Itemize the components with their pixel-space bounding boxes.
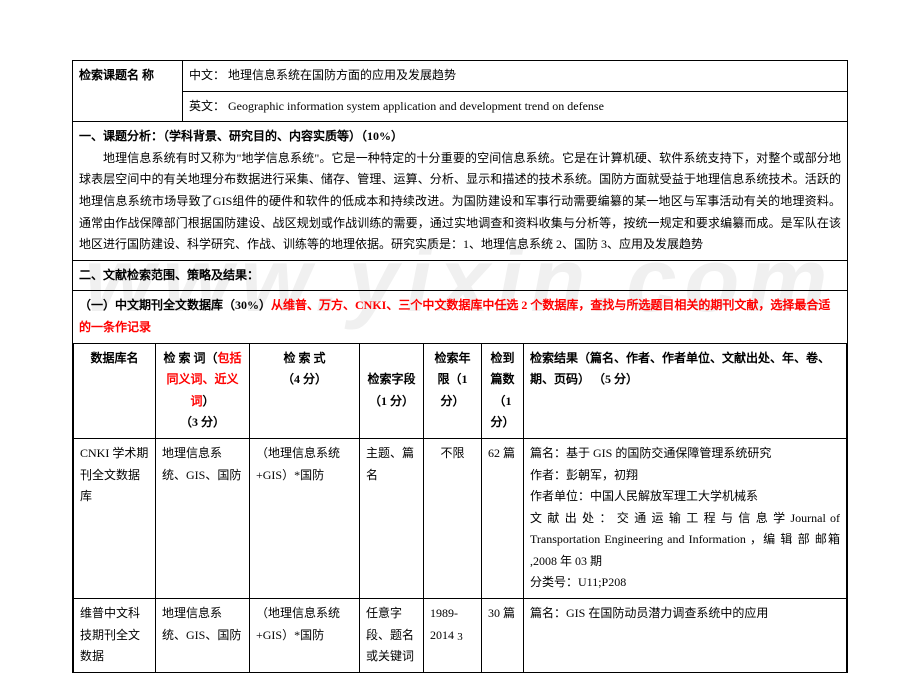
en-label: 英文：: [189, 99, 225, 113]
results-table: 数据库名 检 索 词（包括同义词、近义词） （3 分） 检 索 式 （4 分） …: [73, 343, 847, 672]
th-expr-a: 检 索 式: [283, 351, 325, 365]
th-terms: 检 索 词（包括同义词、近义词） （3 分）: [156, 343, 250, 438]
cell-expr: （地理信息系统+GIS）*国防: [250, 438, 360, 598]
section2-body: （一）中文期刊全文数据库（30%）从维普、万方、CNKI、三个中文数据库中任选 …: [73, 291, 848, 673]
cell-terms: 地理信息系统、GIS、国防: [156, 438, 250, 598]
cell-count: 62 篇: [482, 438, 524, 598]
th-terms-d: （3 分）: [180, 415, 225, 429]
th-result-b: （5 分）: [593, 372, 638, 386]
th-expr: 检 索 式 （4 分）: [250, 343, 360, 438]
cell-years: 不限: [424, 438, 482, 598]
topic-label: 检索课题名 称: [73, 61, 183, 122]
cell-fields: 主题、篇名: [360, 438, 424, 598]
en-title-cell: 英文： Geographic information system applic…: [183, 91, 848, 122]
section2-1-label-a: （一）中文期刊全文数据库（30%）: [79, 298, 271, 312]
table-row: CNKI 学术期刊全文数据库 地理信息系统、GIS、国防 （地理信息系统+GIS…: [74, 438, 847, 598]
cn-title-cell: 中文： 地理信息系统在国防方面的应用及发展趋势: [183, 61, 848, 92]
cn-label: 中文：: [189, 68, 225, 82]
section1-title: 一、课题分析：（学科背景、研究目的、内容实质等）（10%）: [79, 126, 841, 148]
page-number: 3: [0, 631, 920, 643]
th-db: 数据库名: [74, 343, 156, 438]
th-expr-b: （4 分）: [282, 372, 327, 386]
section1-para: 地理信息系统有时又称为"地学信息系统"。它是一种特定的十分重要的空间信息系统。它…: [79, 148, 841, 256]
th-fields: 检索字段 （1 分）: [360, 343, 424, 438]
cell-db: CNKI 学术期刊全文数据库: [74, 438, 156, 598]
cn-value: 地理信息系统在国防方面的应用及发展趋势: [228, 68, 456, 82]
th-result-a: 检索结果（篇名、作者、作者单位、文献出处、年、卷、期、页码）: [530, 351, 830, 387]
th-terms-a: 检 索 词（: [163, 351, 217, 365]
th-result: 检索结果（篇名、作者、作者单位、文献出处、年、卷、期、页码） （5 分）: [524, 343, 847, 438]
section2-title: 二、文献检索范围、策略及结果：: [73, 260, 848, 291]
th-count: 检到篇数 （1 分）: [482, 343, 524, 438]
th-terms-c: ）: [203, 394, 215, 408]
en-value: Geographic information system applicatio…: [228, 99, 604, 113]
section1-cell: 一、课题分析：（学科背景、研究目的、内容实质等）（10%） 地理信息系统有时又称…: [73, 122, 848, 261]
th-fields-b: （1 分）: [369, 394, 414, 408]
th-count-a: 检到篇数: [490, 351, 514, 387]
main-table: 检索课题名 称 中文： 地理信息系统在国防方面的应用及发展趋势 英文： Geog…: [72, 60, 848, 673]
th-count-b: （1 分）: [490, 394, 514, 430]
cell-result: 篇名：基于 GIS 的国防交通保障管理系统研究 作者：彭朝军，初翔 作者单位：中…: [524, 438, 847, 598]
th-fields-a: 检索字段: [367, 372, 415, 386]
th-years: 检索年限（1 分）: [424, 343, 482, 438]
